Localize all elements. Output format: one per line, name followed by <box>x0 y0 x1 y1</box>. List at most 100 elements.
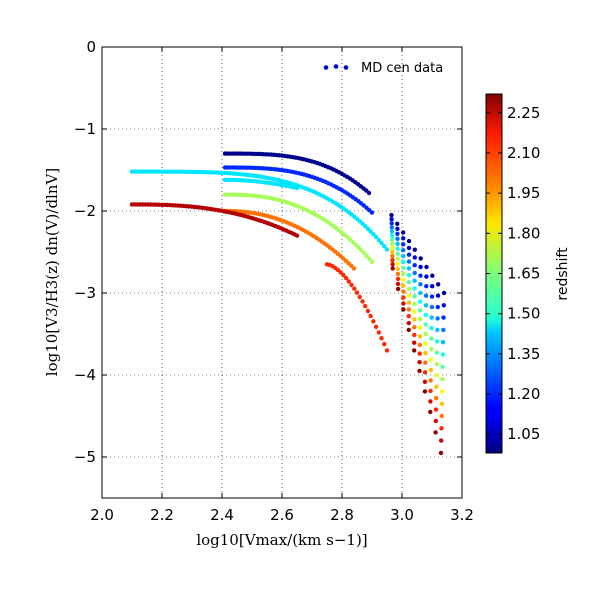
data-point <box>406 259 412 264</box>
data-point <box>371 232 376 237</box>
colorbar-tick-label: 1.80 <box>507 224 540 242</box>
data-point <box>365 226 371 231</box>
data-point <box>417 342 422 348</box>
colorbar-tick-label: 2.25 <box>507 104 540 122</box>
data-point <box>406 314 411 319</box>
data-point <box>412 286 417 291</box>
y-axis-label: log10[V3/H3(z) dn(V)/dlnV] <box>43 168 61 376</box>
data-point <box>435 316 440 321</box>
data-point <box>429 294 435 299</box>
data-point <box>428 388 433 394</box>
data-point <box>406 320 411 326</box>
data-point <box>412 325 417 330</box>
data-point <box>401 301 406 306</box>
data-point <box>389 241 395 246</box>
colorbar-tick-label: 1.05 <box>507 425 540 443</box>
data-point <box>435 304 440 310</box>
data-point <box>395 276 401 282</box>
data-point <box>441 315 446 320</box>
data-point <box>349 282 354 288</box>
data-point <box>365 308 371 314</box>
data-point <box>406 273 412 278</box>
data-point <box>439 401 445 406</box>
data-point <box>422 389 428 394</box>
data-point <box>423 312 429 318</box>
data-point <box>422 370 428 375</box>
data-point <box>423 303 429 308</box>
data-point <box>401 259 406 265</box>
colorbar-tick-label: 1.95 <box>507 184 540 202</box>
colorbar-label: redshift <box>555 247 571 301</box>
data-point <box>428 409 433 415</box>
data-point <box>371 319 376 324</box>
data-point <box>406 266 412 271</box>
data-point <box>422 379 428 384</box>
data-point <box>401 271 406 277</box>
data-point <box>417 316 423 322</box>
data-point <box>418 282 423 287</box>
data-point <box>390 253 395 259</box>
data-point <box>364 253 369 258</box>
data-point <box>406 252 412 257</box>
y-tick-label: 0 <box>86 38 96 56</box>
data-point <box>351 266 357 271</box>
data-point <box>423 350 428 356</box>
data-point <box>390 266 395 271</box>
data-point <box>338 270 343 275</box>
data-point <box>356 245 361 250</box>
data-point <box>389 217 394 222</box>
legend-marker <box>323 65 329 70</box>
data-point <box>369 259 375 264</box>
data-point <box>412 301 417 307</box>
data-point <box>434 350 440 355</box>
data-point <box>376 330 381 335</box>
data-point <box>352 286 357 291</box>
colorbar-tick-label: 1.20 <box>507 385 540 403</box>
data-point <box>418 273 423 278</box>
data-point <box>350 239 356 245</box>
data-point <box>389 237 395 242</box>
data-point <box>429 336 434 341</box>
x-tick-label: 2.8 <box>330 506 354 524</box>
data-point <box>440 352 445 357</box>
colorbar-tick-label: 2.10 <box>507 144 540 162</box>
data-point <box>401 277 406 282</box>
legend-marker <box>333 64 339 69</box>
data-point <box>439 426 444 431</box>
data-point <box>412 340 417 345</box>
data-point <box>384 247 390 252</box>
data-point <box>412 278 417 283</box>
x-tick-label: 2.0 <box>90 506 114 524</box>
data-point <box>429 325 434 331</box>
colorbar-tick-label: 1.50 <box>507 305 540 323</box>
data-point <box>436 282 441 287</box>
data-point <box>401 283 406 288</box>
data-point <box>384 348 390 353</box>
x-tick-label: 3.0 <box>390 506 414 524</box>
data-point <box>341 272 346 278</box>
data-point <box>441 327 446 333</box>
x-axis-label: log10[Vmax/(km s−1)] <box>196 531 367 549</box>
data-point <box>382 244 387 249</box>
data-point <box>401 230 406 235</box>
colorbar-tick-label: 1.35 <box>507 345 540 363</box>
data-point <box>433 430 438 435</box>
data-point <box>412 309 417 314</box>
data-point <box>406 286 412 292</box>
data-point <box>376 237 382 243</box>
data-point <box>373 324 379 329</box>
y-tick-label: −1 <box>74 120 96 138</box>
data-point <box>418 264 423 270</box>
data-point <box>346 279 351 284</box>
data-point <box>373 234 379 240</box>
data-point <box>440 389 445 394</box>
colorbar: 1.05 1.20 1.35 1.50 1.65 1.80 1.95 2.10 2.25 red… <box>485 93 571 454</box>
data-point <box>294 185 300 191</box>
data-point <box>406 279 412 285</box>
data-point <box>435 327 440 333</box>
data-point <box>368 313 373 319</box>
data-point <box>418 290 423 296</box>
data-point <box>441 290 447 296</box>
data-point <box>434 373 439 378</box>
x-tick-label: 2.4 <box>210 506 234 524</box>
